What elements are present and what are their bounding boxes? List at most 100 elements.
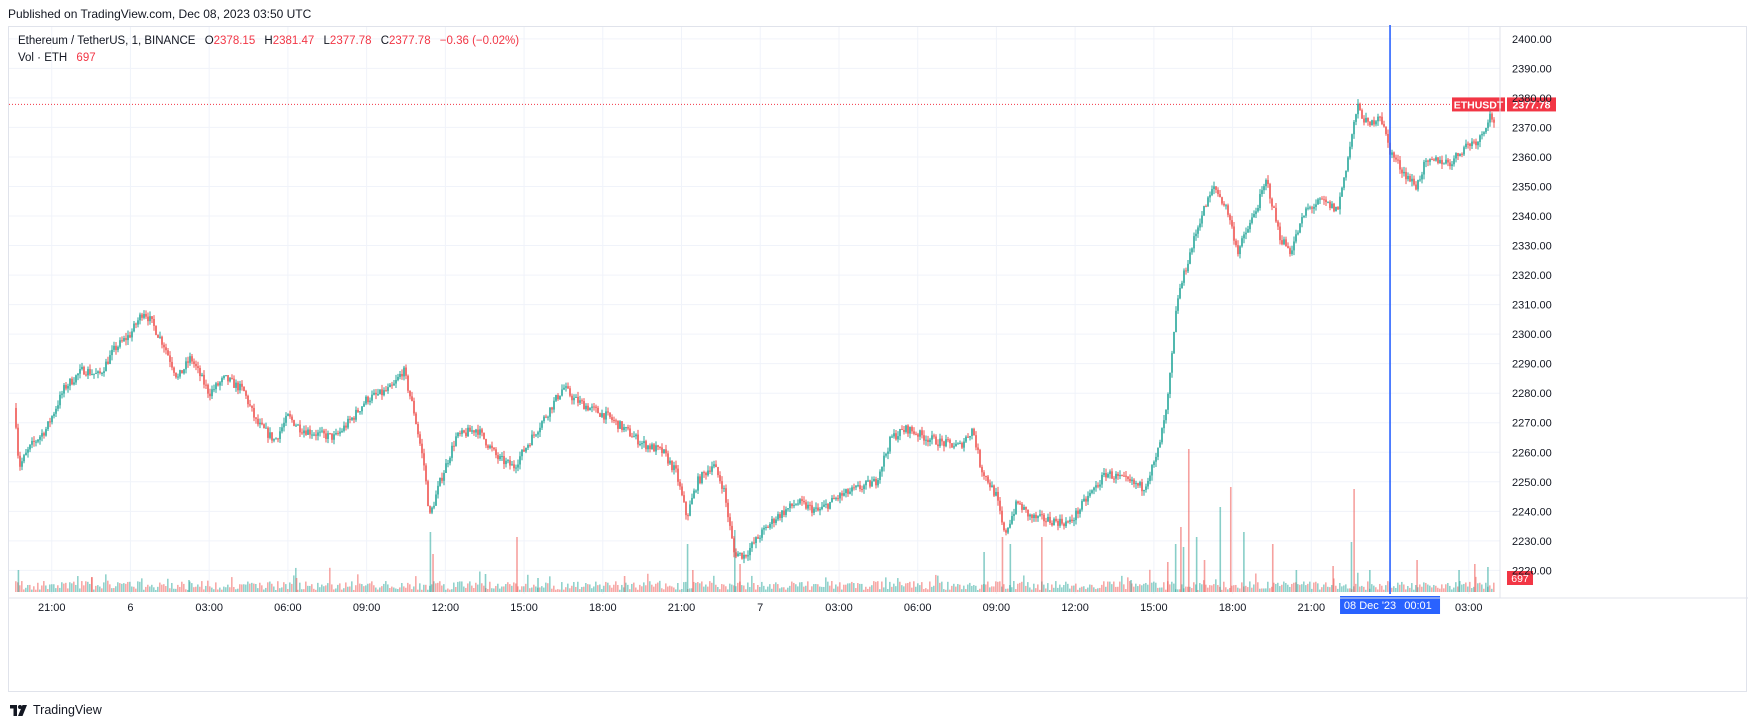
volume-bar	[893, 583, 895, 592]
volume-bar	[577, 581, 579, 592]
candle-body	[475, 429, 477, 433]
candle-body	[1195, 233, 1197, 237]
volume-bar	[973, 585, 975, 592]
candle-body	[653, 444, 655, 452]
candle-body	[75, 375, 77, 383]
volume-bar	[543, 587, 545, 592]
volume-bar	[71, 583, 73, 592]
candle-body	[755, 537, 757, 544]
candle-body	[995, 491, 997, 496]
candle-body	[1457, 153, 1459, 156]
volume-bar	[1367, 581, 1369, 592]
candle-body	[235, 382, 237, 388]
volume-bar	[263, 589, 265, 592]
volume-bar	[1193, 582, 1195, 592]
volume-bar	[1467, 586, 1469, 592]
volume-bar	[23, 589, 25, 592]
volume-bar	[1015, 589, 1017, 592]
volume-bar	[407, 582, 409, 592]
candle-body	[205, 384, 207, 386]
legend-symbol[interactable]: Ethereum / TetherUS, 1, BINANCE	[18, 35, 196, 47]
volume-bar	[1093, 587, 1095, 592]
volume-bar	[187, 589, 189, 592]
candle-body	[913, 431, 915, 434]
candle-body	[1143, 489, 1145, 492]
volume-bar	[951, 585, 953, 592]
candle-body	[1435, 157, 1437, 161]
candle-body	[825, 503, 827, 505]
candle-body	[815, 507, 817, 509]
candle-body	[791, 503, 793, 506]
candle-body	[1431, 159, 1433, 161]
candle-body	[1439, 159, 1441, 164]
volume-bar	[1119, 581, 1121, 592]
volume-bar	[431, 584, 433, 592]
volume-bar	[1147, 584, 1149, 592]
candle-body	[1369, 121, 1371, 126]
candle-body	[1461, 153, 1463, 155]
volume-bar	[815, 583, 817, 592]
volume-bar	[571, 585, 573, 592]
candle-body	[239, 383, 241, 391]
candle-body	[889, 436, 891, 452]
chart-frame[interactable]	[8, 26, 1747, 692]
volume-bar	[703, 586, 705, 592]
candle-body	[981, 466, 983, 473]
volume-bar	[1491, 588, 1493, 592]
volume-bar	[77, 576, 79, 592]
volume-bar	[1493, 582, 1495, 592]
volume-bar	[1283, 581, 1285, 592]
candle-body	[1349, 146, 1351, 158]
candle-body	[1359, 103, 1361, 111]
candle-body	[993, 485, 995, 496]
candle-body	[1253, 213, 1255, 218]
candle-body	[761, 529, 763, 538]
volume-bar	[87, 581, 89, 592]
candle-body	[1489, 113, 1491, 123]
volume-bar	[375, 587, 377, 592]
volume-bar	[531, 587, 533, 592]
volume-spike	[1180, 527, 1182, 592]
candle-body	[703, 472, 705, 474]
volume-bar	[985, 584, 987, 592]
volume-bar	[371, 581, 373, 592]
candle-body	[497, 455, 499, 460]
candle-body	[397, 376, 399, 381]
legend-volume-label[interactable]: Vol · ETH	[18, 52, 68, 64]
candle-body	[991, 485, 993, 488]
candle-body	[227, 375, 229, 382]
candle-body	[201, 374, 203, 377]
candle-body	[709, 470, 711, 472]
candle-body	[323, 430, 325, 434]
candle-body	[1339, 196, 1341, 210]
volume-bar	[1233, 585, 1235, 592]
volume-bar	[483, 585, 485, 592]
candle-body	[1303, 215, 1305, 218]
legend-close-label: C	[380, 35, 390, 47]
volume-bar	[137, 581, 139, 592]
volume-bar	[259, 582, 261, 592]
candle-body	[665, 449, 667, 454]
candle-body	[1157, 447, 1159, 457]
volume-bar	[325, 585, 327, 592]
volume-bar	[557, 589, 559, 592]
footer-brand[interactable]: TradingView	[10, 703, 102, 717]
candle-body	[387, 387, 389, 391]
volume-bar	[1411, 583, 1413, 592]
candle-body	[1265, 179, 1267, 187]
volume-bar	[383, 583, 385, 592]
candle-body	[33, 440, 35, 442]
candle-body	[663, 449, 665, 454]
volume-spike	[1369, 570, 1371, 592]
volume-bar	[999, 581, 1001, 592]
volume-bar	[175, 588, 177, 592]
volume-bar	[1265, 588, 1267, 592]
candle-body	[395, 380, 397, 384]
volume-bar	[737, 582, 739, 592]
candle-body	[1337, 206, 1339, 210]
candle-body	[1483, 132, 1485, 135]
candle-body	[1165, 409, 1167, 421]
candle-body	[285, 415, 287, 423]
volume-bar	[631, 583, 633, 592]
